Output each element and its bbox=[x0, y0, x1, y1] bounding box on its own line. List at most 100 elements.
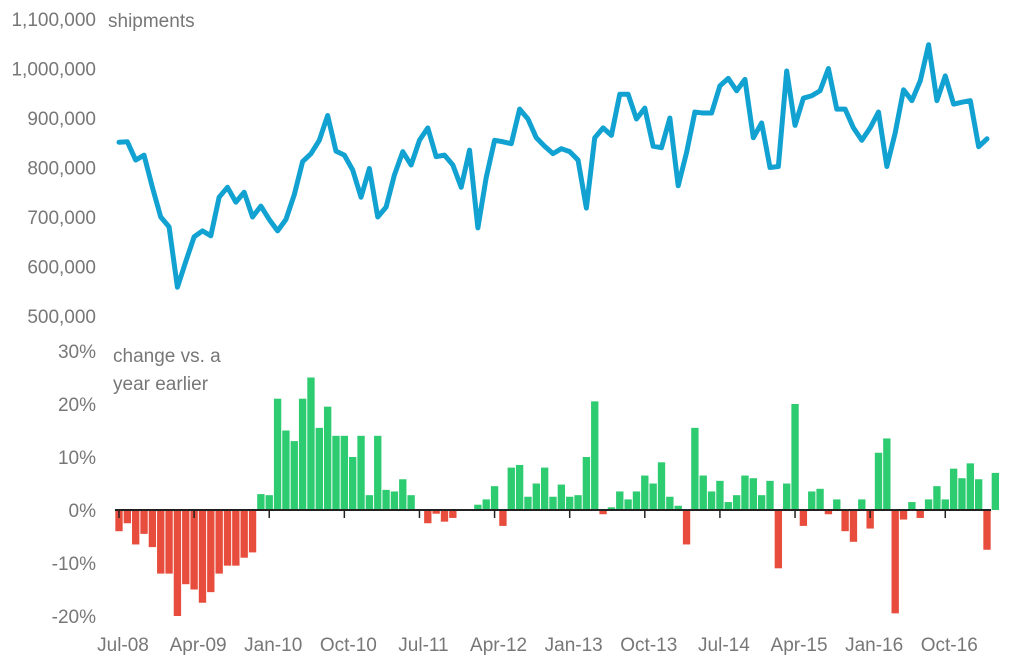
change-bar bbox=[399, 479, 407, 510]
change-bar bbox=[674, 505, 682, 510]
change-bar bbox=[741, 475, 749, 510]
change-bar bbox=[616, 491, 624, 510]
x-tick-label: Jan-13 bbox=[545, 635, 603, 656]
change-bar bbox=[724, 502, 732, 510]
change-bar bbox=[691, 427, 699, 510]
change-bar bbox=[799, 510, 808, 526]
change-bar bbox=[123, 510, 132, 524]
change-bar bbox=[682, 510, 691, 545]
change-bar bbox=[582, 457, 591, 510]
change-bar bbox=[482, 499, 490, 510]
change-bar bbox=[290, 441, 298, 510]
change-bar bbox=[941, 499, 949, 510]
change-bar bbox=[808, 491, 816, 510]
change-bar bbox=[507, 467, 515, 510]
shipments-y-tick-label: 900,000 bbox=[27, 109, 96, 130]
change-bar bbox=[215, 510, 223, 574]
change-bar bbox=[532, 483, 540, 510]
change-bar bbox=[390, 491, 399, 510]
change-bar bbox=[173, 510, 182, 616]
shipments-y-tick-label: 500,000 bbox=[27, 307, 96, 328]
change-bar bbox=[866, 510, 874, 529]
change-bar bbox=[899, 510, 908, 520]
change-y-tick-label: -20% bbox=[52, 607, 96, 628]
change-bar bbox=[783, 483, 791, 510]
change-bar bbox=[407, 495, 415, 510]
change-bar bbox=[240, 510, 248, 558]
change-bar bbox=[591, 401, 599, 510]
change-bar bbox=[991, 472, 1000, 510]
x-tick-label: Oct-10 bbox=[320, 635, 377, 656]
change-bar bbox=[223, 510, 232, 566]
change-bar bbox=[858, 499, 866, 510]
change-bar bbox=[933, 486, 941, 510]
shipments-series-line bbox=[116, 42, 990, 290]
x-tick-label: Jan-16 bbox=[845, 635, 903, 656]
change-bar bbox=[232, 510, 240, 566]
change-bar bbox=[966, 463, 974, 510]
change-bar bbox=[357, 435, 365, 510]
change-y-tick-label: 20% bbox=[58, 395, 96, 416]
change-bar bbox=[891, 510, 899, 614]
change-bar bbox=[374, 435, 382, 510]
change-bar bbox=[273, 398, 282, 510]
change-bar bbox=[148, 510, 157, 548]
x-tick-label: Apr-15 bbox=[771, 635, 828, 656]
change-y-tick-label: -10% bbox=[52, 554, 96, 575]
change-bar bbox=[757, 495, 766, 510]
change-bar bbox=[657, 462, 666, 510]
change-bar bbox=[332, 435, 340, 510]
change-bar bbox=[198, 510, 207, 603]
change-bar-chart: change vs. a year earlier 30% 20% 10% 0% -10… bbox=[52, 342, 1000, 656]
change-bar bbox=[182, 510, 190, 585]
change-bar bbox=[699, 475, 707, 510]
change-bar bbox=[649, 483, 657, 510]
x-tick-label: Jul-08 bbox=[97, 635, 149, 656]
change-bar bbox=[849, 510, 858, 542]
change-bar bbox=[190, 510, 198, 590]
change-y-tick-label: 10% bbox=[58, 448, 96, 469]
change-bar bbox=[607, 507, 616, 510]
change-bar bbox=[323, 406, 332, 510]
change-bar bbox=[716, 480, 724, 510]
change-y-tick-label: 30% bbox=[58, 342, 96, 363]
change-bar bbox=[424, 510, 432, 524]
change-bar bbox=[974, 479, 983, 510]
change-bar bbox=[566, 496, 574, 510]
change-bar bbox=[298, 398, 307, 510]
shipments-y-tick-label: 1,100,000 bbox=[11, 10, 96, 31]
change-bar bbox=[540, 467, 549, 510]
change-bar bbox=[874, 452, 883, 510]
x-tick-label: Apr-12 bbox=[470, 635, 527, 656]
change-bar bbox=[157, 510, 165, 574]
change-bar bbox=[599, 510, 607, 515]
change-bar bbox=[307, 377, 315, 510]
change-bar bbox=[248, 510, 257, 553]
change-bar bbox=[115, 510, 123, 532]
change-bar bbox=[816, 488, 824, 510]
change-bar bbox=[140, 510, 148, 534]
x-tick-label: Jan-10 bbox=[244, 635, 302, 656]
change-bar bbox=[257, 494, 265, 510]
change-bar bbox=[958, 478, 966, 510]
change-bar bbox=[707, 491, 716, 510]
change-bar bbox=[774, 510, 783, 569]
change-bar bbox=[749, 478, 757, 510]
change-bar bbox=[340, 435, 349, 510]
change-bar bbox=[365, 495, 374, 510]
change-bar bbox=[641, 475, 649, 510]
change-bar bbox=[624, 499, 632, 510]
change-bar bbox=[924, 499, 933, 510]
change-bar bbox=[732, 495, 741, 510]
shipments-y-tick-label: 800,000 bbox=[27, 159, 96, 180]
change-bar bbox=[315, 427, 323, 510]
change-bar bbox=[916, 510, 924, 518]
change-bar bbox=[883, 438, 891, 510]
change-y-tick-label: 0% bbox=[69, 501, 97, 522]
change-bar bbox=[265, 495, 273, 510]
change-bar bbox=[132, 510, 140, 545]
shipments-line-chart: shipments 1,100,000 1,000,000 900,000 800,0… bbox=[11, 10, 990, 328]
change-bar bbox=[432, 510, 440, 514]
change-bar bbox=[449, 510, 457, 518]
